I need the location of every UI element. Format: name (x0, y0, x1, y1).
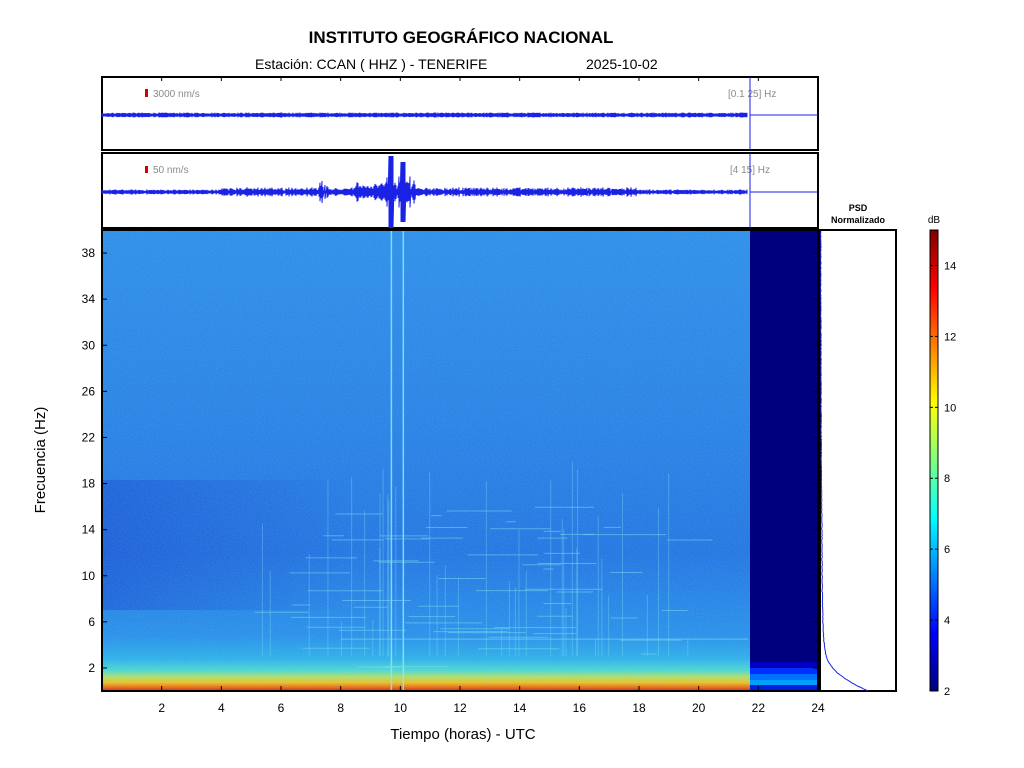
x-tick-label: 22 (752, 701, 766, 715)
y-tick-label: 14 (82, 523, 96, 537)
date-label: 2025-10-02 (586, 56, 658, 72)
x-tick-label: 18 (632, 701, 646, 715)
x-tick-label: 20 (692, 701, 706, 715)
psd-panel: PSD Normalizado (819, 203, 897, 692)
y-tick-label: 30 (82, 338, 96, 352)
x-axis: 2 4 6 8 10 12 14 16 18 20 22 24 (158, 77, 825, 715)
y-tick-label: 26 (82, 384, 96, 398)
y-tick-label: 38 (82, 246, 96, 260)
colorbar-tick-label: 8 (944, 473, 950, 485)
colorbar-tick-label: 4 (944, 615, 950, 627)
x-tick-label: 8 (337, 701, 344, 715)
x-tick-label: 24 (811, 701, 825, 715)
psd-title-line2: Normalizado (831, 215, 886, 225)
psd-curve (819, 231, 869, 692)
spectrogram: 2 4 6 8 10 12 14 16 18 20 22 24 261014182226303438 … (32, 77, 825, 743)
trace-1-band-label: [0.1 25] Hz (728, 89, 776, 100)
colorbar-unit: dB (928, 215, 941, 226)
scale-marker-2 (145, 166, 148, 173)
trace-1-waveform (101, 112, 748, 118)
x-tick-label: 14 (513, 701, 527, 715)
colorbar-tick-label: 10 (944, 402, 956, 414)
colorbar-ticks: 2 4 6 8 10 12 14 (930, 260, 956, 698)
y-tick-label: 2 (88, 661, 95, 675)
colorbar-tick-label: 2 (944, 686, 950, 698)
y-tick-label: 10 (82, 569, 96, 583)
spectrogram-no-data (750, 230, 818, 691)
trace-panel-filtered: 50 nm/s [4 15] Hz (101, 152, 819, 229)
psd-title-line1: PSD (849, 203, 868, 213)
y-tick-label: 6 (88, 615, 95, 629)
x-tick-label: 6 (278, 701, 285, 715)
trace-2-scale-label: 50 nm/s (153, 165, 189, 176)
x-tick-label: 16 (573, 701, 587, 715)
colorbar-tick-label: 14 (944, 260, 956, 272)
trace-2-waveform (101, 155, 748, 229)
trace-1-scale-label: 3000 nm/s (153, 89, 200, 100)
colorbar-tick-label: 6 (944, 544, 950, 556)
chart-title: INSTITUTO GEOGRÁFICO NACIONAL (308, 28, 614, 47)
x-axis-label: Tiempo (horas) - UTC (390, 726, 535, 743)
x-tick-label: 10 (394, 701, 408, 715)
y-tick-label: 34 (82, 292, 96, 306)
trace-panel-broadband: 3000 nm/s [0.1 25] Hz (101, 76, 819, 151)
x-tick-label: 12 (453, 701, 467, 715)
scale-marker-1 (145, 89, 148, 97)
station-label: Estación: CCAN ( HHZ ) - TENERIFE (255, 56, 488, 72)
y-axis-label: Frecuencia (Hz) (32, 407, 49, 514)
spectrogram-features (254, 230, 748, 691)
x-tick-label: 4 (218, 701, 225, 715)
y-tick-label: 22 (82, 430, 96, 444)
colorbar: dB 2 4 6 8 10 12 14 (928, 215, 956, 698)
colorbar-tick-label: 12 (944, 331, 956, 343)
y-tick-label: 18 (82, 477, 96, 491)
x-tick-label: 2 (158, 701, 165, 715)
